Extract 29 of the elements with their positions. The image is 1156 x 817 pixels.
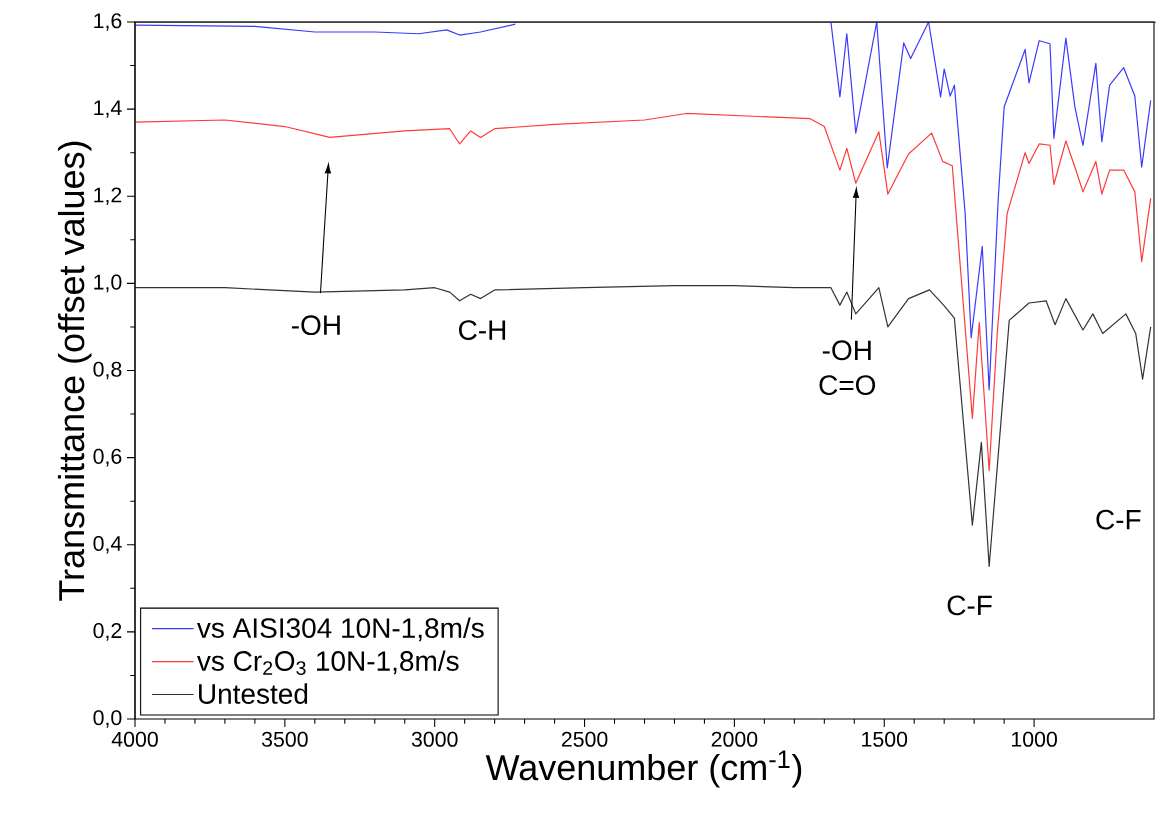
y-tick-label: 0,4 — [93, 535, 122, 554]
x-tick-label: 1000 — [1012, 731, 1057, 747]
line-series — [135, 112, 1152, 472]
annotation: C-H — [459, 320, 506, 340]
legend-label: Untested — [199, 683, 308, 704]
x-tick-label: 4000 — [111, 731, 158, 747]
y-tick-label: 0,8 — [93, 361, 122, 380]
x-tick-label: 3500 — [261, 731, 308, 747]
annotation: C-F — [1096, 509, 1141, 530]
annotation: -OH — [822, 340, 871, 361]
y-tick-label: 0,2 — [93, 623, 122, 641]
y-tick-label: 0,0 — [93, 710, 122, 728]
annotation: -OH — [291, 315, 340, 336]
y-axis-title: Transmittance (offset values) — [57, 141, 92, 601]
line-series — [135, 284, 1152, 568]
x-axis-title: Wavenumber (cm$^{-1}$) — [485, 750, 802, 788]
annotation: C-F — [947, 595, 992, 616]
y-tick-label: 1,0 — [94, 274, 122, 293]
y-tick-label: 1,6 — [94, 13, 122, 31]
x-tick-label: 2000 — [711, 731, 758, 747]
x-tick-label: 3000 — [411, 731, 458, 747]
annotation: C=O — [819, 375, 876, 396]
x-tick-label: 1500 — [862, 731, 908, 747]
legend-label: vs AISI304 10N-1,8m/s — [197, 617, 484, 642]
x-tick-label: 2500 — [561, 731, 608, 747]
y-tick-label: 1,2 — [94, 187, 122, 206]
legend-label: vs Cr$_{2}$O$_{3}$ 10N-1,8m/s — [197, 650, 459, 676]
y-tick-label: 1,4 — [94, 100, 122, 118]
y-tick-label: 0,6 — [93, 448, 122, 467]
